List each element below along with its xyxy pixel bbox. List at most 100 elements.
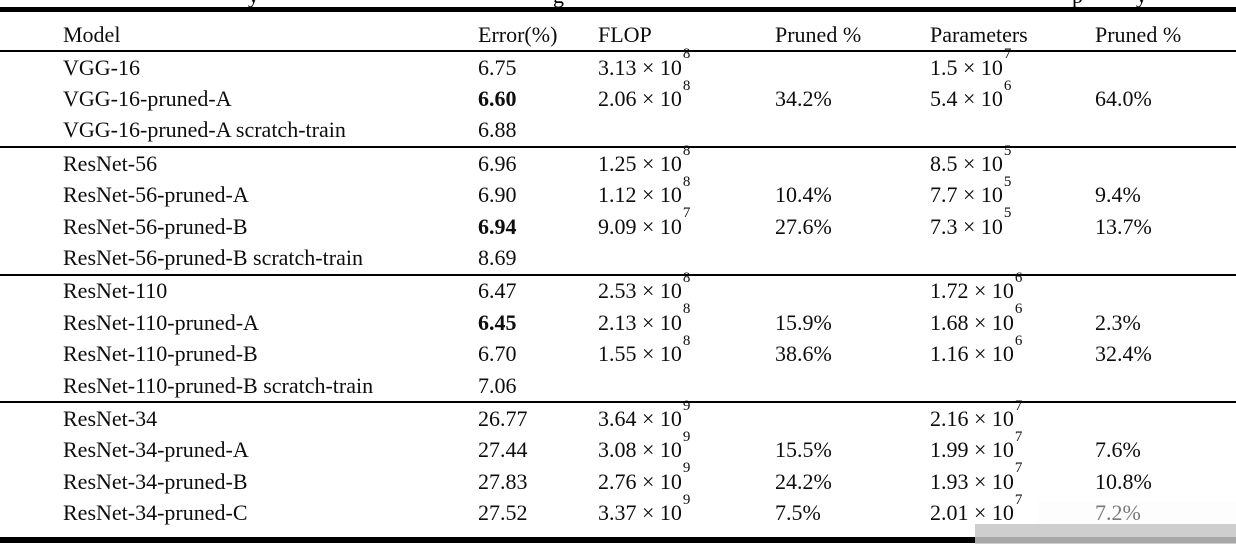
exponent: 8 bbox=[682, 332, 691, 349]
section-separator-rule bbox=[0, 146, 1236, 149]
col-header-model: Model bbox=[63, 22, 121, 47]
error-cell: 6.45 bbox=[478, 309, 517, 335]
table-row: ResNet-34-pruned-B 27.83 2.76 × 109 24.2… bbox=[0, 460, 1236, 497]
flop-cell: 2.53 × 108 bbox=[598, 270, 691, 304]
scan-smudge-artifact bbox=[975, 524, 1236, 544]
params-cell: 2.01 × 107 bbox=[930, 491, 1023, 526]
params-cell bbox=[930, 247, 1095, 269]
model-cell: ResNet-56-pruned-A bbox=[63, 182, 249, 208]
error-cell: 7.06 bbox=[478, 372, 517, 398]
params-pruned-cell: 10.8% bbox=[1095, 468, 1152, 494]
col-header-flop: FLOP bbox=[598, 22, 652, 47]
table-row: VGG-16 6.75 3.13 × 108 1.5 × 107 bbox=[0, 46, 1236, 83]
model-cell: ResNet-110-pruned-B bbox=[63, 341, 258, 367]
params-pruned-cell: 13.7% bbox=[1095, 213, 1152, 239]
params-pruned-cell: 64.0% bbox=[1095, 86, 1152, 112]
params-cell: 1.16 × 106 bbox=[930, 332, 1023, 367]
error-cell: 27.52 bbox=[478, 500, 528, 526]
params-pruned-cell: 32.4% bbox=[1095, 341, 1152, 367]
params-cell: 1.99 × 107 bbox=[930, 429, 1023, 463]
exponent: 8 bbox=[682, 142, 691, 159]
exponent: 8 bbox=[682, 173, 691, 190]
error-cell: 6.88 bbox=[478, 117, 517, 143]
flop-cell: 3.37 × 109 bbox=[598, 491, 691, 526]
exponent: 8 bbox=[682, 301, 691, 318]
exponent: 9 bbox=[682, 460, 691, 477]
exponent: 7 bbox=[1014, 491, 1023, 508]
caption-fragment: y bbox=[248, 0, 259, 7]
params-cell: 2.16 × 107 bbox=[930, 397, 1023, 431]
error-cell: 6.96 bbox=[478, 150, 517, 176]
params-cell: 8.5 × 105 bbox=[930, 142, 1012, 176]
params-cell: 7.3 × 105 bbox=[930, 205, 1012, 239]
params-cell: 1.72 × 106 bbox=[930, 270, 1023, 304]
exponent: 9 bbox=[682, 397, 691, 414]
exponent: 5 bbox=[1003, 173, 1012, 190]
flop-cell: 3.13 × 108 bbox=[598, 46, 691, 80]
header-separator-rule bbox=[0, 50, 1236, 52]
error-cell: 6.94 bbox=[478, 213, 517, 239]
exponent: 7 bbox=[1014, 397, 1023, 414]
params-cell: 1.93 × 107 bbox=[930, 460, 1023, 494]
params-cell bbox=[930, 375, 1095, 397]
error-cell: 26.77 bbox=[478, 405, 528, 431]
model-cell: ResNet-110 bbox=[63, 278, 168, 304]
flop-pruned-cell: 10.4% bbox=[775, 182, 832, 208]
table-row: ResNet-34 26.77 3.64 × 109 2.16 × 107 bbox=[0, 397, 1236, 434]
params-cell: 1.5 × 107 bbox=[930, 46, 1012, 80]
model-cell: ResNet-34-pruned-B bbox=[63, 468, 248, 494]
top-rule bbox=[0, 7, 1236, 12]
table-row: ResNet-56-pruned-B 6.94 9.09 × 107 27.6%… bbox=[0, 205, 1236, 242]
scan-smudge-artifact bbox=[1038, 501, 1236, 527]
exponent: 6 bbox=[1003, 77, 1012, 94]
caption-fragment: y bbox=[1136, 0, 1147, 7]
exponent: 8 bbox=[682, 77, 691, 94]
flop-pruned-cell: 27.6% bbox=[775, 213, 832, 239]
exponent: 5 bbox=[1003, 142, 1012, 159]
exponent: 6 bbox=[1014, 332, 1023, 349]
flop-cell: 2.06 × 108 bbox=[598, 77, 691, 112]
caption-fragment: p bbox=[1072, 0, 1083, 7]
table-header-row: Model Error(%) FLOP Pruned % Parameters … bbox=[0, 12, 1236, 50]
col-header-pruned-params: Pruned % bbox=[1095, 22, 1182, 47]
flop-pruned-cell: 34.2% bbox=[775, 86, 832, 112]
model-cell: ResNet-56-pruned-B scratch-train bbox=[63, 245, 363, 271]
error-cell: 6.75 bbox=[478, 54, 517, 80]
flop-cell: 2.76 × 109 bbox=[598, 460, 691, 494]
exponent: 9 bbox=[682, 429, 691, 446]
params-pruned-cell: 9.4% bbox=[1095, 182, 1141, 208]
exponent: 7 bbox=[1003, 46, 1012, 63]
flop-cell bbox=[598, 375, 775, 397]
table-section-resnet56: ResNet-56 6.96 1.25 × 108 8.5 × 105 ResN… bbox=[0, 142, 1236, 274]
params-pruned-cell: 2.3% bbox=[1095, 309, 1141, 335]
error-cell: 27.44 bbox=[478, 437, 528, 463]
flop-cell: 3.64 × 109 bbox=[598, 397, 691, 431]
model-cell: ResNet-56-pruned-B bbox=[63, 213, 248, 239]
flop-cell: 1.25 × 108 bbox=[598, 142, 691, 176]
params-pruned-cell: 7.6% bbox=[1095, 437, 1141, 463]
table-row: ResNet-110 6.47 2.53 × 108 1.72 × 106 bbox=[0, 270, 1236, 307]
flop-cell: 1.12 × 108 bbox=[598, 173, 691, 208]
col-header-parameters: Parameters bbox=[930, 22, 1028, 47]
table-row: ResNet-34-pruned-C 27.52 3.37 × 109 7.5%… bbox=[0, 491, 1236, 528]
error-cell: 6.70 bbox=[478, 341, 517, 367]
flop-pruned-cell: 7.5% bbox=[775, 500, 821, 526]
table-row: ResNet-56-pruned-B scratch-train 8.69 bbox=[0, 242, 1236, 273]
model-cell: ResNet-56 bbox=[63, 150, 158, 176]
model-cell: ResNet-34-pruned-C bbox=[63, 500, 248, 526]
params-cell bbox=[930, 119, 1095, 141]
flop-pruned-cell: 15.5% bbox=[775, 437, 832, 463]
exponent: 9 bbox=[682, 491, 691, 508]
model-cell: ResNet-110-pruned-A bbox=[63, 309, 259, 335]
exponent: 5 bbox=[1003, 205, 1012, 222]
table-row: ResNet-34-pruned-A 27.44 3.08 × 109 15.5… bbox=[0, 429, 1236, 466]
params-pruned-cell: 7.2% bbox=[1095, 500, 1141, 526]
flop-cell: 2.13 × 108 bbox=[598, 301, 691, 335]
table-row: ResNet-56 6.96 1.25 × 108 8.5 × 105 bbox=[0, 142, 1236, 179]
table-row: ResNet-110-pruned-A 6.45 2.13 × 108 15.9… bbox=[0, 301, 1236, 338]
table-section-vgg16: VGG-16 6.75 3.13 × 108 1.5 × 107 VGG-16-… bbox=[0, 46, 1236, 146]
caption-descenders: y g p y bbox=[0, 0, 1236, 7]
section-separator-rule bbox=[0, 401, 1236, 404]
params-cell: 5.4 × 106 bbox=[930, 77, 1012, 112]
